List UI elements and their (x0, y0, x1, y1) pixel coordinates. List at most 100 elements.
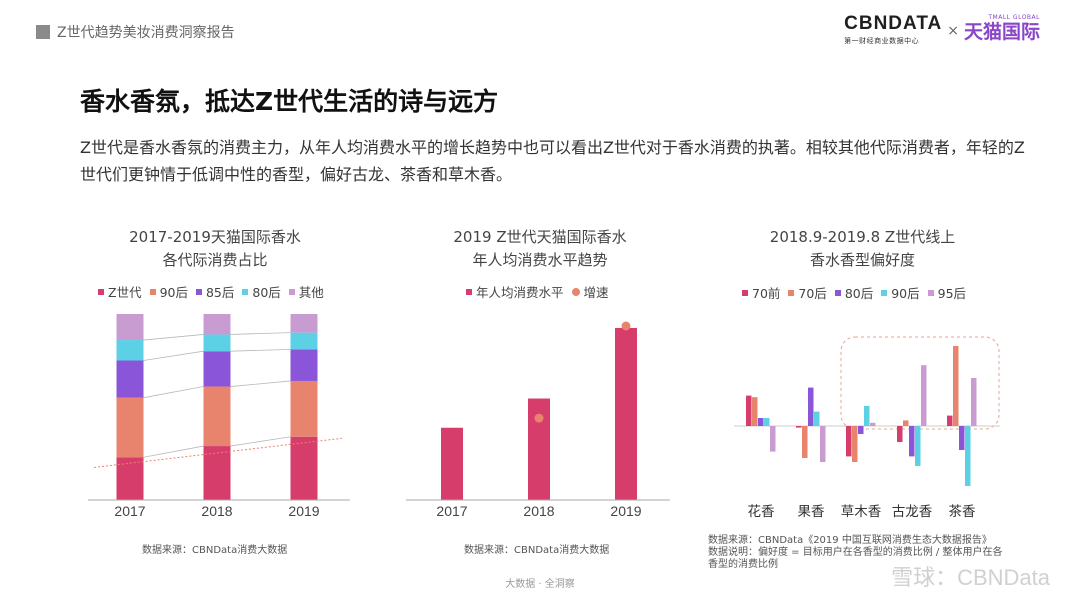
legend-swatch (466, 288, 472, 295)
chart2-title: 2019 Z世代天猫国际香水 年人均消费水平趋势 (430, 226, 650, 272)
chart1-bar-segment (203, 351, 231, 387)
chart1-connector-line (143, 386, 204, 399)
chart1-bar-segment (203, 386, 231, 447)
tmall-global-logo-subtitle: TMALL GLOBAL (988, 14, 1040, 21)
chart3-x-tick-label: 古龙香 (892, 504, 933, 519)
chart1-bar-segment (290, 314, 318, 333)
chart1-bar-segment (203, 314, 231, 335)
chart1-bar-segment (203, 446, 231, 500)
chart1-x-tick-label: 2017 (114, 503, 145, 519)
chart2-source: 数据来源：CBNData消费大数据 (464, 545, 610, 556)
chart3-bar (864, 406, 870, 426)
legend-swatch (881, 289, 888, 296)
cbndata-logo-subtitle: 第一财经商业数据中心 (844, 37, 920, 45)
legend-label: 90后 (159, 285, 188, 300)
chart1-legend-item: 其他 (288, 282, 324, 301)
chart3-bar (846, 426, 852, 457)
chart1-connector-line (230, 332, 291, 335)
chart3-notes: 数据来源：CBNData《2019 中国互联网消费生态大数据报告》 数据说明：偏… (708, 535, 1008, 571)
tmall-global-logo: TMALL GLOBAL 天猫国际 (964, 14, 1040, 42)
cbndata-logo: CBNDATA 第一财经商业数据中心 (844, 14, 942, 46)
legend-swatch (927, 289, 934, 296)
legend-swatch (242, 288, 249, 295)
chart3-bar (752, 397, 758, 426)
legend-label: 年人均消费水平 (476, 285, 564, 300)
chart2-legend: 年人均消费水平 增速 (466, 282, 617, 301)
chart1-bar-segment (116, 397, 144, 458)
report-section-title: Z世代趋势美妆消费洞察报告 (57, 25, 235, 41)
chart1-source: 数据来源：CBNData消费大数据 (142, 545, 288, 556)
chart1-bar-segment (116, 314, 144, 341)
legend-label: 70前 (752, 286, 781, 301)
chart2-bar (528, 398, 550, 500)
chart2-x-tick-label: 2017 (436, 503, 467, 519)
legend-label: 70后 (798, 286, 827, 301)
chart1-connector-line (143, 334, 204, 341)
chart3-bar (858, 426, 864, 434)
chart3-legend-item: 70后 (788, 283, 827, 302)
chart1-title-line1: 2017-2019天猫国际香水 (129, 228, 301, 246)
chart1-x-tick-label: 2018 (201, 503, 232, 519)
chart1-connector-line (143, 350, 204, 361)
chart1-trend-line (93, 437, 343, 468)
chart1-bar-segment (290, 380, 318, 437)
chart2-x-tick-label: 2019 (610, 503, 641, 519)
legend-label: 95后 (937, 286, 967, 301)
chart3-bar (897, 426, 903, 442)
chart2-title-line2: 年人均消费水平趋势 (472, 251, 608, 269)
chart1-legend-item: 90后 (149, 282, 188, 301)
chart3-x-tick-label: 茶香 (949, 504, 977, 519)
chart2-bar (441, 427, 463, 500)
chart2-growth-dot (534, 413, 544, 423)
chart1-bar-segment (116, 360, 144, 398)
chart2-title-line1: 2019 Z世代天猫国际香水 (453, 228, 627, 246)
chart2-x-tick-label: 2018 (523, 503, 554, 519)
chart1-legend-item: Z世代 (98, 282, 142, 301)
page-headline: 香水香氛，抵达Z世代生活的诗与远方 (80, 87, 499, 116)
legend-swatch (834, 289, 841, 296)
chart1-connector-line (143, 445, 204, 458)
legend-label: 85后 (205, 285, 235, 300)
legend-label: 90后 (891, 286, 920, 301)
chart3-bar (758, 418, 764, 426)
chart1-title-line2: 各代际消费占比 (162, 251, 268, 269)
chart1-bar-segment (203, 334, 231, 352)
chart3-title-line1: 2018.9-2019.8 Z世代线上 (769, 228, 956, 246)
chart1-connector-line (230, 348, 291, 352)
chart3-bar (971, 378, 977, 426)
chart2-bar (615, 328, 637, 500)
legend-label: 80后 (844, 286, 874, 301)
chart3-bar (808, 387, 814, 426)
chart1-connector-line (230, 436, 291, 447)
chart3-bar (770, 426, 776, 452)
legend-swatch (288, 288, 295, 295)
chart2-legend-item: 增速 (571, 282, 609, 301)
legend-swatch (195, 288, 202, 295)
chart3-x-tick-label: 果香 (798, 504, 826, 519)
chart3-bar (959, 426, 965, 450)
cbndata-logo-name: CBNDATA (844, 13, 943, 34)
chart3-bar (764, 418, 770, 426)
legend-swatch (571, 287, 580, 296)
chart1-x-tick-label: 2019 (288, 503, 319, 519)
chart2-legend-item: 年人均消费水平 (466, 282, 564, 301)
legend-swatch (788, 289, 795, 296)
chart3-x-tick-label: 花香 (748, 504, 776, 519)
page-description: Z世代是香水香氛的消费主力，从年人均消费水平的增长趋势中也可以看出Z世代对于香水… (80, 138, 1025, 184)
chart3-bar (870, 422, 876, 426)
chart3-bar (814, 411, 820, 426)
legend-swatch (98, 288, 104, 295)
chart1-bar-segment (290, 436, 318, 500)
chart1-connector-line (230, 380, 291, 387)
chart3-source: 数据来源：CBNData《2019 中国互联网消费生态大数据报告》 (708, 535, 992, 546)
brand-logos: CBNDATA 第一财经商业数据中心 × TMALL GLOBAL 天猫国际 (844, 14, 1040, 46)
chart1-title: 2017-2019天猫国际香水 各代际消费占比 (100, 226, 330, 272)
chart1-bar-segment (116, 457, 144, 500)
chart3-legend-item: 80后 (834, 283, 874, 302)
chart3-bar (953, 346, 959, 426)
chart3-title-line2: 香水香型偏好度 (809, 251, 915, 269)
watermark: 雪球：CBNData (891, 565, 1050, 590)
legend-label: Z世代 (108, 285, 142, 300)
chart3-bar (947, 415, 953, 426)
chart1-legend: Z世代 90后 85后 80后 其他 (98, 282, 332, 301)
